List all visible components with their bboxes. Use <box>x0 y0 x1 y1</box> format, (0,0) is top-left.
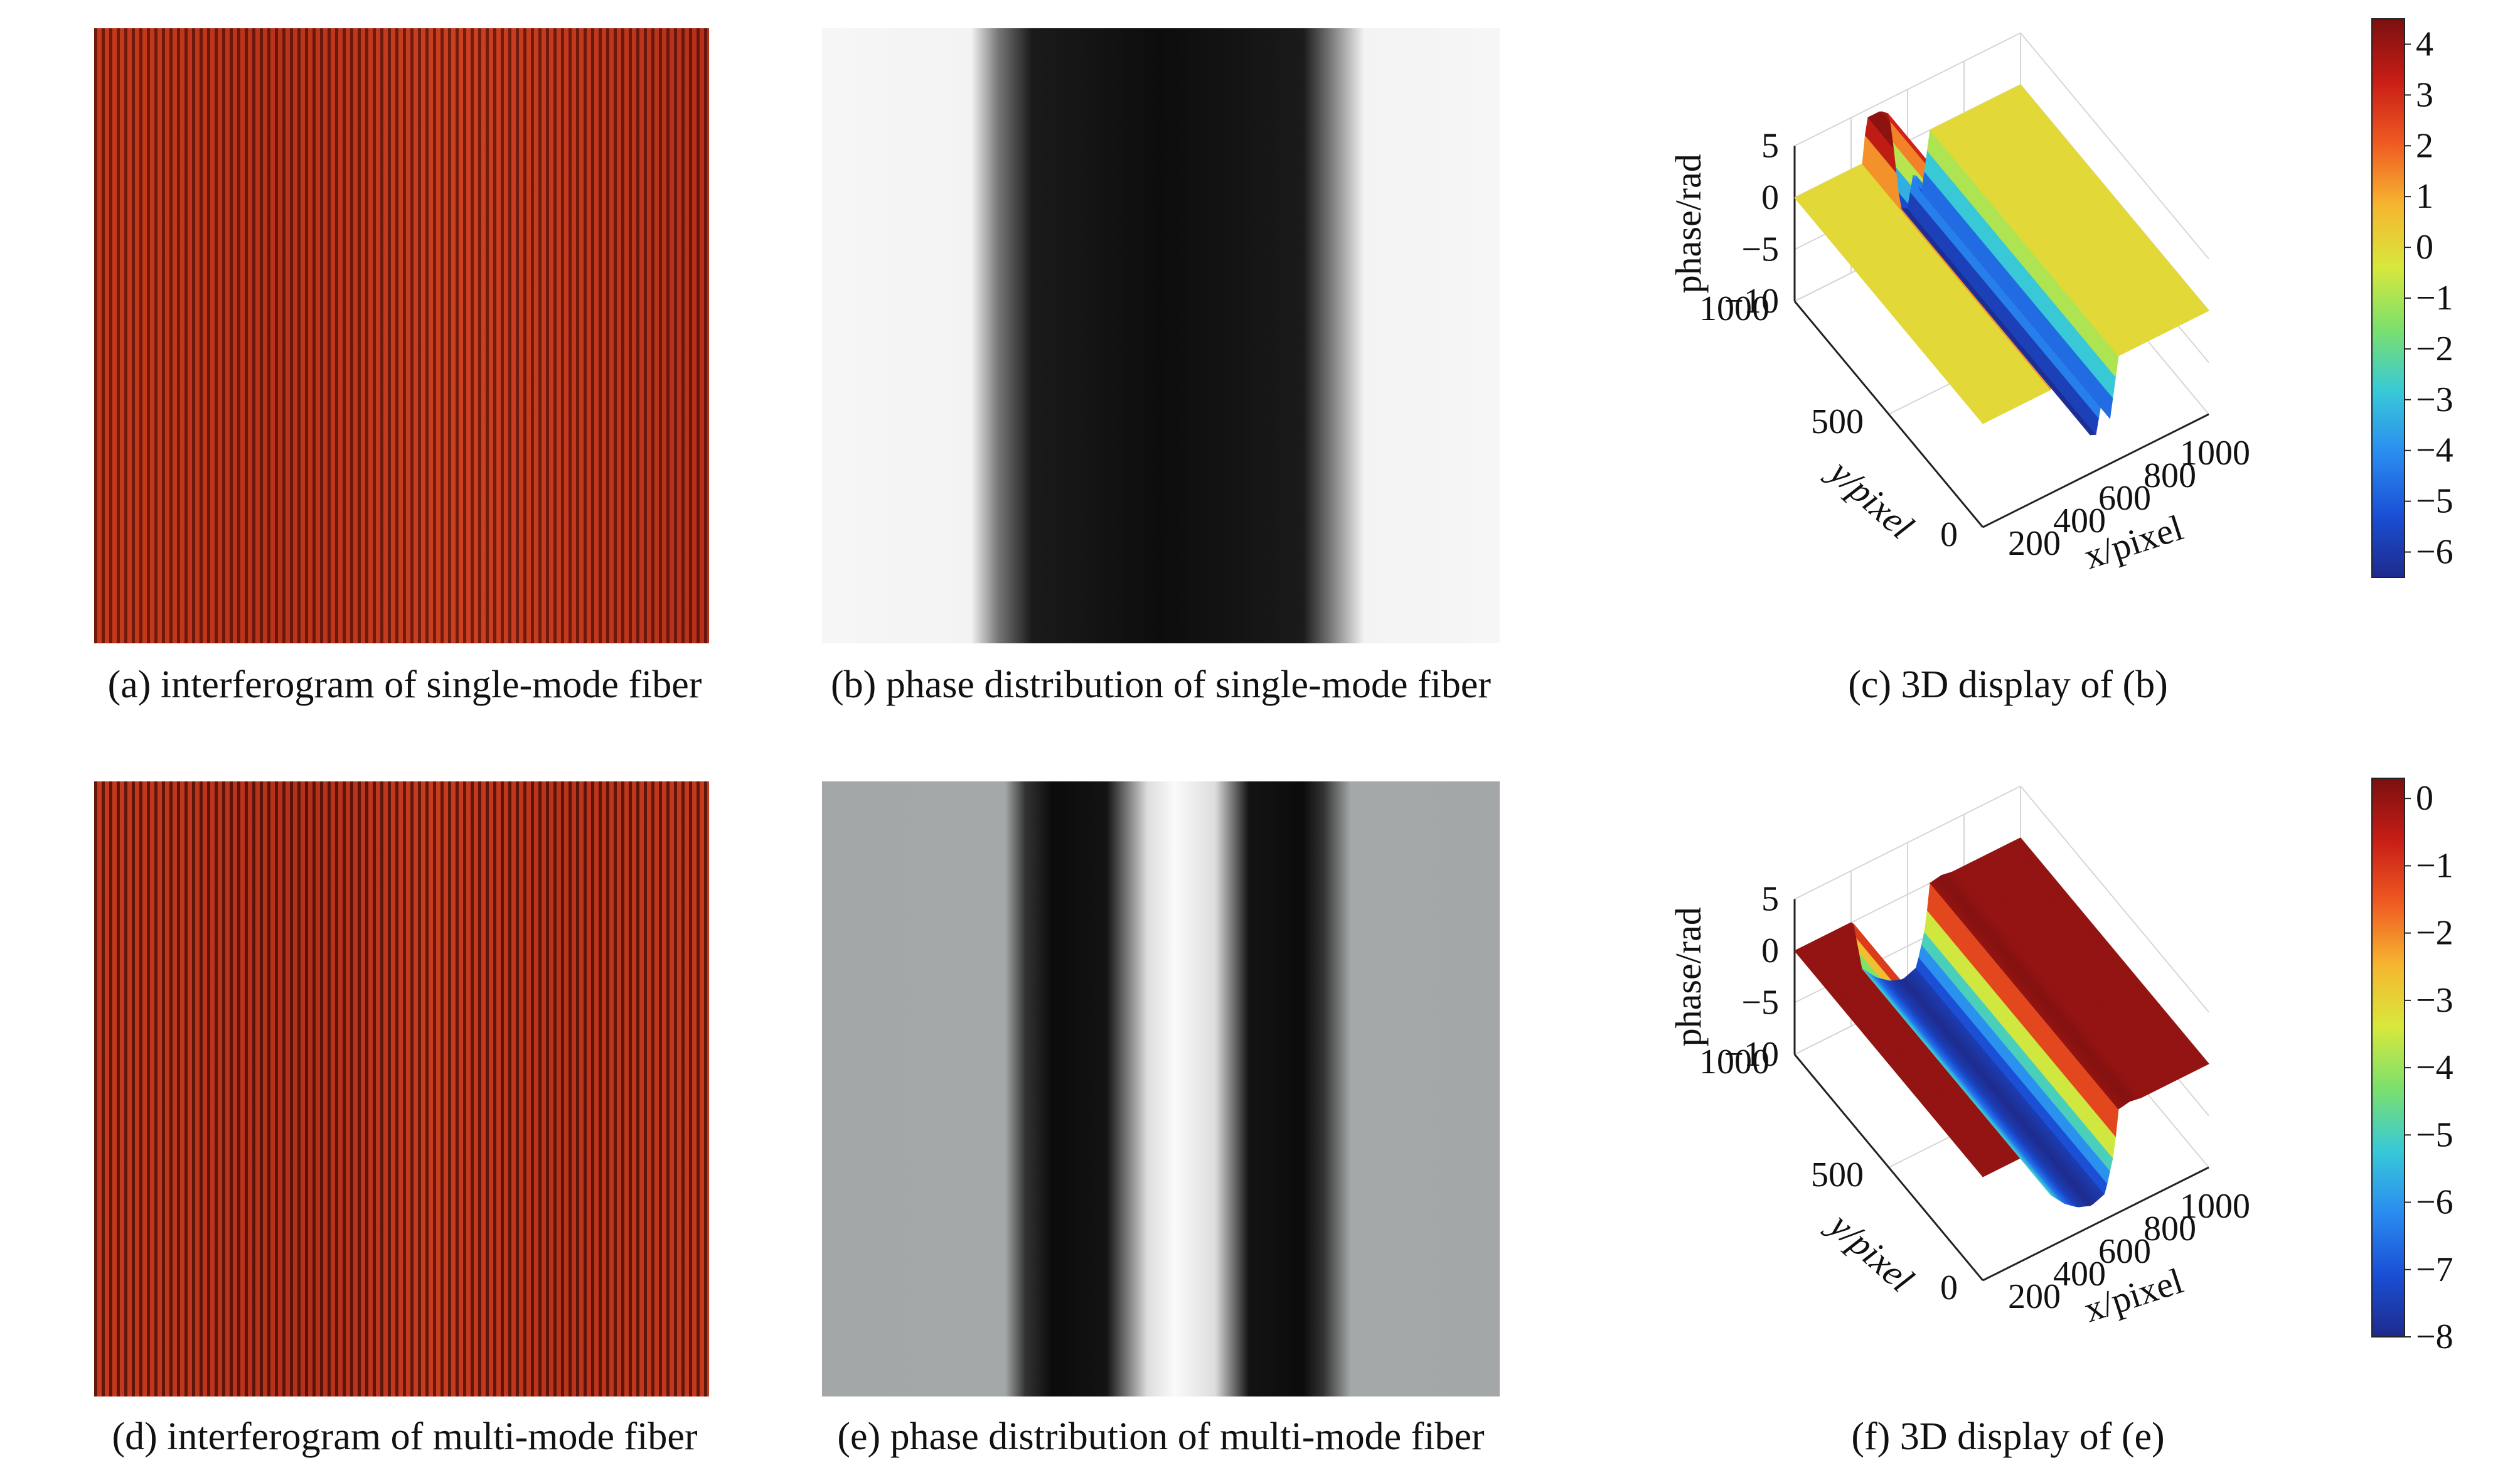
z-axis-label: phase/rad <box>1668 907 1709 1046</box>
colorbar-tick-label: −3 <box>2416 981 2453 1020</box>
caption-e: (e) phase distribution of multi-mode fib… <box>837 1415 1485 1458</box>
z-tick-label: 0 <box>1761 178 1779 217</box>
x-tick-label: 200 <box>2008 524 2061 563</box>
x-axis <box>1982 1166 2209 1282</box>
colorbar-tick-label: −7 <box>2416 1250 2453 1289</box>
surface-strip <box>2017 837 2209 1066</box>
colorbar-gradient <box>2371 778 2405 1337</box>
x-tick-label: 800 <box>2144 456 2196 495</box>
colorbar-tick-label: 2 <box>2416 126 2433 165</box>
y-tick-label: 0 <box>1940 515 1958 554</box>
colorbar-tick-label: −6 <box>2416 533 2453 572</box>
y-axis-label: y/pixel <box>1820 449 1921 547</box>
caption-a: (a) interferogram of single-mode fiber <box>107 663 702 706</box>
surface-mesh <box>1794 84 2209 436</box>
caption-b: (b) phase distribution of single-mode fi… <box>830 663 1492 706</box>
colorbar-tick-label: −2 <box>2416 914 2453 953</box>
phase-distribution-multi-mode-image <box>822 781 1500 1396</box>
x-tick-label: 400 <box>2053 1255 2106 1294</box>
z-tick-label: 5 <box>1761 127 1779 166</box>
y-tick-label: 1000 <box>1699 289 1770 328</box>
colorbar-tick-label: −6 <box>2416 1183 2453 1222</box>
colorbar-tick-label: 1 <box>2416 177 2433 216</box>
grid-line <box>2020 32 2209 260</box>
grid-line <box>1794 32 2021 147</box>
colorbar-tick-label: 0 <box>2416 779 2433 818</box>
colorbar-tick-label: −1 <box>2416 279 2453 318</box>
x-tick-label: 1000 <box>2180 434 2250 473</box>
grid-line <box>2020 785 2209 1013</box>
colorbar-tick-label: 3 <box>2416 75 2433 114</box>
y-tick-label: 0 <box>1940 1268 1958 1307</box>
y-axis <box>1793 301 1984 528</box>
y-tick-label: 500 <box>1811 1155 1864 1194</box>
grid-line <box>1794 785 2021 900</box>
x-tick-label: 200 <box>2008 1277 2061 1316</box>
colorbar-tick-label: −5 <box>2416 1115 2453 1154</box>
surface-plot-multi-mode: 20040060080010000500100050−5−10phase/rad… <box>1668 785 2250 1330</box>
colorbar-tick-label: 0 <box>2416 228 2433 267</box>
caption-c: (c) 3D display of (b) <box>1848 663 2168 706</box>
caption-d: (d) interferogram of multi-mode fiber <box>112 1415 698 1458</box>
colorbar-multi-mode: 0 −1 −2 −3 −4 −5 −6 −7 −8 <box>2371 778 2453 1349</box>
z-axis-label: phase/rad <box>1668 154 1709 293</box>
z-tick-label: −5 <box>1741 230 1779 269</box>
surface-plot-single-mode: 20040060080010000500100050−5−10phase/rad… <box>1668 32 2250 577</box>
colorbar-tick-label: −3 <box>2416 380 2453 419</box>
surface-mesh <box>1794 837 2209 1208</box>
colorbar-tick-label: −5 <box>2416 482 2453 521</box>
phase-distribution-single-mode-image <box>822 28 1500 643</box>
x-axis <box>1982 413 2209 528</box>
x-tick-label: 600 <box>2098 479 2151 518</box>
colorbar-tick-label: −4 <box>2416 431 2453 470</box>
x-tick-label: 800 <box>2144 1209 2196 1248</box>
colorbar-tick-label: −1 <box>2416 846 2453 885</box>
interferogram-single-mode-image <box>94 28 709 643</box>
caption-f: (f) 3D display of (e) <box>1851 1415 2165 1458</box>
colorbar-tick-label: −4 <box>2416 1048 2453 1087</box>
y-axis-label: y/pixel <box>1820 1203 1921 1300</box>
y-tick-label: 500 <box>1811 402 1864 441</box>
z-tick-label: 0 <box>1761 931 1779 970</box>
colorbar-single-mode: 4 3 2 1 0 −1 −2 −3 −4 −5 −6 <box>2371 18 2453 578</box>
z-tick-label: −10 <box>1724 1035 1779 1074</box>
y-tick-label: 1000 <box>1699 1043 1770 1081</box>
colorbar-tick-label: 4 <box>2416 24 2433 63</box>
z-tick-label: −5 <box>1741 984 1779 1022</box>
colorbar-tick-label: −2 <box>2416 330 2453 368</box>
colorbar-tick-label: −8 <box>2416 1317 2453 1349</box>
x-tick-label: 600 <box>2098 1232 2151 1271</box>
x-tick-label: 400 <box>2053 501 2106 540</box>
interferogram-multi-mode-image <box>94 781 709 1396</box>
x-tick-label: 1000 <box>2180 1187 2250 1226</box>
colorbar-gradient <box>2371 18 2405 578</box>
surface-strip <box>2017 84 2209 313</box>
z-tick-label: −10 <box>1724 282 1779 321</box>
z-tick-label: 5 <box>1761 880 1779 919</box>
y-axis <box>1793 1054 1984 1281</box>
